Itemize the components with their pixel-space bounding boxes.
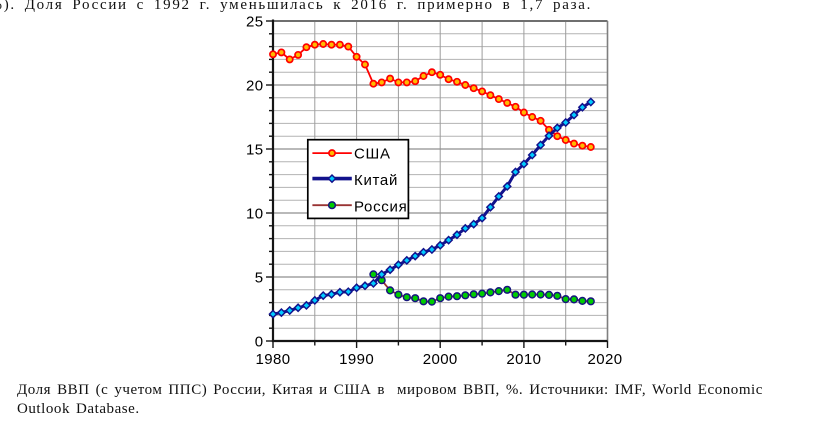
svg-text:20: 20 (246, 78, 264, 95)
svg-text:25: 25 (246, 14, 264, 31)
svg-text:2000: 2000 (423, 351, 458, 368)
svg-text:10: 10 (246, 206, 264, 223)
svg-text:5: 5 (255, 270, 264, 287)
svg-text:США: США (354, 146, 391, 163)
svg-text:1990: 1990 (339, 351, 374, 368)
svg-text:15: 15 (246, 142, 264, 159)
svg-text:2010: 2010 (506, 351, 541, 368)
svg-text:0: 0 (255, 334, 264, 351)
svg-text:1980: 1980 (256, 351, 291, 368)
svg-text:Китай: Китай (354, 172, 398, 189)
svg-text:2020: 2020 (588, 351, 623, 368)
svg-text:Россия: Россия (354, 198, 407, 215)
